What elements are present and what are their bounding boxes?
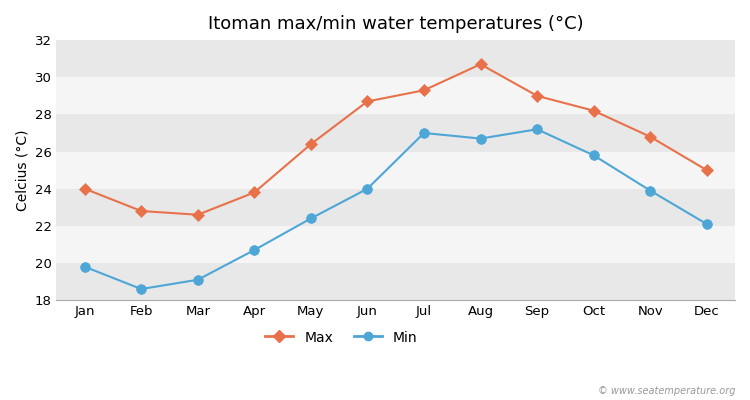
Bar [56, 263, 735, 300]
Line: Max: Max [80, 60, 711, 219]
Line: Min: Min [80, 124, 712, 294]
Bar [56, 226, 735, 263]
Min [702, 222, 711, 226]
Title: Itoman max/min water temperatures (°C): Itoman max/min water temperatures (°C) [208, 15, 584, 33]
Max [702, 168, 711, 172]
Text: © www.seatemperature.org: © www.seatemperature.org [598, 386, 735, 396]
Bar [56, 114, 735, 152]
Min [80, 264, 89, 269]
Max [250, 190, 259, 195]
Min [590, 153, 598, 158]
Max [476, 62, 485, 67]
Min [307, 216, 316, 221]
Max [307, 142, 316, 146]
Min [194, 277, 202, 282]
Max [136, 209, 146, 214]
Max [419, 88, 428, 93]
Legend: Max, Min: Max, Min [260, 325, 423, 350]
Bar [56, 40, 735, 77]
Max [532, 94, 542, 98]
Min [532, 127, 542, 132]
Max [590, 108, 598, 113]
Min [419, 130, 428, 135]
Min [136, 287, 146, 292]
Bar [56, 189, 735, 226]
Min [363, 186, 372, 191]
Max [194, 212, 202, 217]
Min [646, 188, 655, 193]
Bar [56, 77, 735, 114]
Min [476, 136, 485, 141]
Max [80, 186, 89, 191]
Y-axis label: Celcius (°C): Celcius (°C) [15, 129, 29, 211]
Max [363, 99, 372, 104]
Max [646, 134, 655, 139]
Min [250, 248, 259, 252]
Bar [56, 152, 735, 189]
